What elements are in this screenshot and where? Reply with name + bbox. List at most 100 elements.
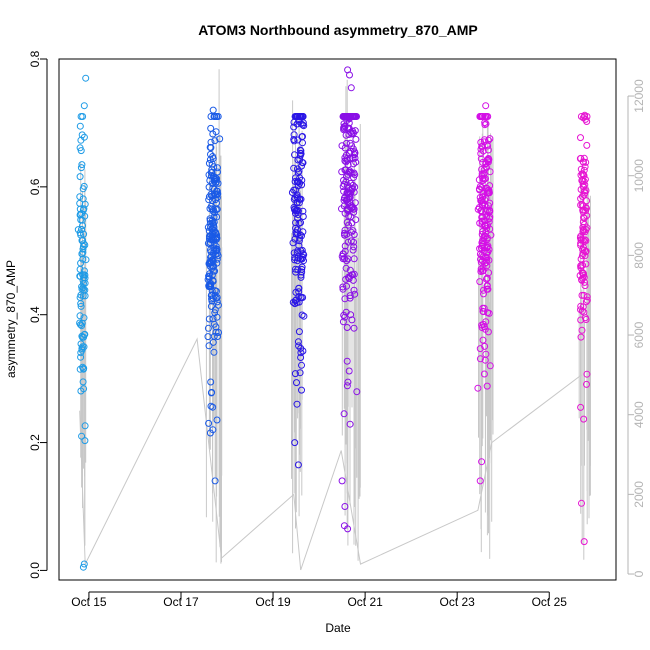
data-point [480,232,488,240]
data-point [292,230,300,238]
data-point [297,354,305,361]
data-point [580,154,588,162]
data-point [205,315,213,323]
data-point [77,302,85,310]
data-point [351,199,359,207]
data-point [346,272,354,280]
y-tick-label: 0.4 [28,306,42,323]
data-point [76,294,84,301]
data-point [347,113,354,120]
data-point [486,213,494,221]
data-point [478,166,486,173]
data-point [350,243,358,251]
data-point [484,142,492,150]
data-point [578,269,586,277]
data-point [348,316,356,324]
data-point [294,226,301,234]
data-point-outlier [291,439,299,447]
data-point [577,333,585,341]
data-point [213,416,221,424]
data-point [344,378,352,386]
data-point-outlier [211,477,219,485]
data-point [215,329,222,336]
data-point [343,357,351,365]
data-point [210,213,218,221]
data-point [480,166,488,174]
data-point [295,242,303,250]
data-point [78,332,86,340]
data-point [478,170,486,178]
data-point [300,122,308,130]
data-point [298,361,305,369]
data-point [479,307,487,315]
data-point [483,274,491,282]
data-point [207,302,215,310]
data-point [482,208,490,216]
data-point [77,353,85,361]
data-point-outlier [482,102,490,110]
x-axis-bottom: Oct 15 Oct 17 Oct 19 Oct 21 Oct 23 Oct 25 [71,591,567,609]
data-point [291,113,299,120]
data-point [208,388,216,396]
data-point [483,164,490,172]
data-point [345,149,353,157]
data-point [210,185,218,193]
data-point [205,342,213,350]
data-point [476,355,484,363]
data-point [479,257,486,265]
x-axis-label: Date [325,621,351,635]
data-point [582,115,589,123]
data-point [298,263,306,271]
data-point [296,369,304,377]
data-point [339,113,347,120]
data-point [290,164,298,172]
data-point [341,122,349,130]
x-tick-label: Oct 17 [163,595,199,609]
data-point [338,205,345,213]
data-point [76,122,84,130]
data-point [341,194,348,202]
data-point [212,287,220,295]
data-point [340,123,348,131]
y-tick-label: 0.8 [28,50,42,67]
data-point [480,237,488,245]
data-point [293,178,301,186]
data-point [484,285,492,293]
data-point [298,255,306,263]
data-point [582,248,590,256]
data-point [481,201,489,209]
data-point [341,295,349,303]
data-point [350,169,358,177]
data-point [77,321,84,329]
data-point [343,324,351,331]
data-point [339,285,347,293]
data-point [476,345,484,353]
data-point [297,195,305,203]
data-point [206,220,214,227]
data-point [583,293,591,301]
data-point [213,194,221,201]
data-point-outlier [486,362,494,370]
data-point [581,163,589,171]
data-point [205,260,213,268]
data-point-outlier [580,538,588,546]
right-axis-line-series [79,69,591,571]
data-point-outlier [578,499,585,507]
data-point [483,282,491,290]
data-point [350,188,358,196]
data-point [484,242,492,250]
data-point [581,228,589,236]
data-point [294,338,302,346]
data-point [578,276,586,284]
data-point [211,309,219,317]
data-point [297,147,305,155]
data-point [346,139,354,147]
data-point [579,177,587,185]
data-point [78,345,86,352]
data-point [80,274,88,282]
right-tick-label: 10000 [632,159,646,193]
x-tick-label: Oct 21 [347,595,383,609]
data-point [81,292,89,300]
data-point [341,247,349,255]
data-point [213,113,221,120]
